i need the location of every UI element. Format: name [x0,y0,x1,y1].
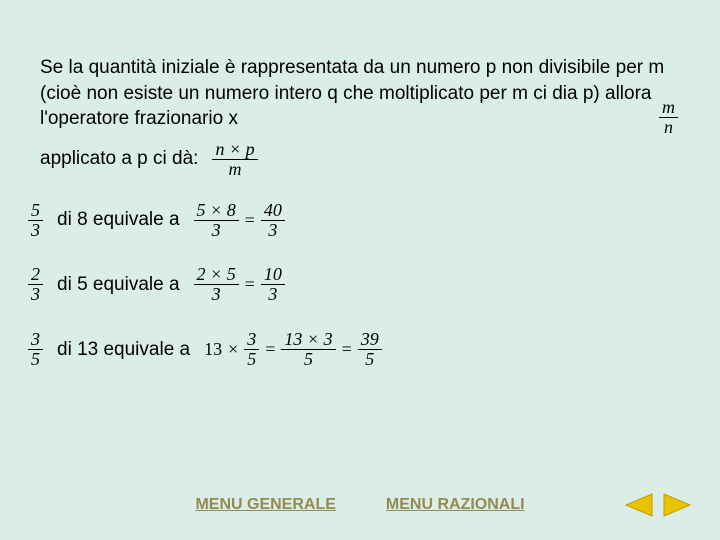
frac-num: 3 [28,330,43,349]
example-text: di 8 equivale a [57,209,180,231]
example-text: di 5 equivale a [57,274,180,296]
frac-den: 5 [358,349,382,369]
frac-num: m [659,98,678,117]
menu-rational-link[interactable]: MENU RAZIONALI [386,496,525,514]
prev-arrow-button[interactable] [622,490,654,520]
examples-list: 5 3 di 8 equivale a 5 × 8 3 = 40 3 2 3 [28,201,680,369]
example-row: 3 5 di 13 equivale a 13 × 3 5 = 13 × 3 5… [28,330,680,369]
example-expansion: 13 × 3 5 = 13 × 3 5 = 39 5 [204,330,382,369]
frac-den: 3 [194,284,239,304]
frac-num: 13 × 3 [281,330,335,349]
frac-den: 3 [261,220,285,240]
frac-num: 2 [28,265,43,284]
frac-num: 10 [261,265,285,284]
arrow-right-icon [662,490,694,520]
fraction-nxp-over-m: n × p m [212,140,257,179]
frac-num: 5 × 8 [194,201,239,220]
prefix-factor: 13 [204,339,222,360]
example-row: 2 3 di 5 equivale a 2 × 5 3 = 10 3 [28,265,680,304]
example-row: 5 3 di 8 equivale a 5 × 8 3 = 40 3 [28,201,680,240]
frac-den: n [659,117,678,137]
intro-paragraph: Se la quantità iniziale è rappresentata … [40,55,680,132]
arrow-left-icon [622,490,654,520]
applied-text: applicato a p ci dà: [40,148,198,170]
example-expansion: 2 × 5 3 = 10 3 [194,265,285,304]
frac-num: 39 [358,330,382,349]
nav-links: MENU GENERALE MENU RAZIONALI [0,496,720,514]
frac-num: 2 × 5 [194,265,239,284]
frac-num: 5 [28,201,43,220]
equals-sign: = [243,274,257,295]
next-arrow-button[interactable] [662,490,694,520]
frac-den: 3 [28,284,43,304]
example-text: di 13 equivale a [57,339,190,361]
frac-den: 3 [194,220,239,240]
frac-den: 3 [261,284,285,304]
equals-sign: = [243,210,257,231]
frac-den: 3 [28,220,43,240]
frac-num: 40 [261,201,285,220]
frac-den: 5 [244,349,259,369]
fraction-left: 5 3 [28,201,43,240]
fraction-m-over-n: m n [659,98,678,137]
fraction-left: 3 5 [28,330,43,369]
frac-num: 3 [244,330,259,349]
frac-den: m [212,159,257,179]
frac-den: 5 [28,349,43,369]
equals-sign: = [263,339,277,360]
frac-num: n × p [212,140,257,159]
equals-sign: = [340,339,354,360]
times-sign: × [226,339,240,360]
fraction-left: 2 3 [28,265,43,304]
menu-general-link[interactable]: MENU GENERALE [195,496,335,514]
example-expansion: 5 × 8 3 = 40 3 [194,201,285,240]
frac-den: 5 [281,349,335,369]
